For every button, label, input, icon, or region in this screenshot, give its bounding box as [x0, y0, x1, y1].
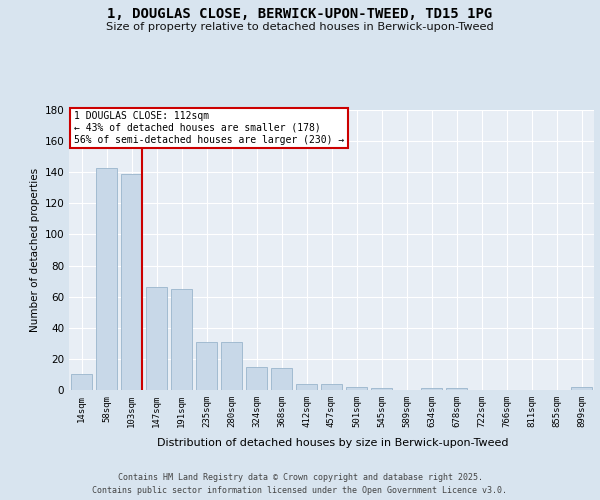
Bar — [446, 388, 467, 390]
Bar — [271, 368, 292, 390]
Text: 1 DOUGLAS CLOSE: 112sqm
← 43% of detached houses are smaller (178)
56% of semi-d: 1 DOUGLAS CLOSE: 112sqm ← 43% of detache… — [74, 112, 344, 144]
Bar — [371, 388, 392, 390]
Text: Size of property relative to detached houses in Berwick-upon-Tweed: Size of property relative to detached ho… — [106, 22, 494, 32]
Y-axis label: Number of detached properties: Number of detached properties — [30, 168, 40, 332]
Bar — [346, 387, 367, 390]
Bar — [246, 366, 267, 390]
Bar — [571, 387, 592, 390]
Bar — [146, 288, 167, 390]
Text: Contains HM Land Registry data © Crown copyright and database right 2025.
Contai: Contains HM Land Registry data © Crown c… — [92, 474, 508, 495]
Bar — [196, 342, 217, 390]
Bar — [96, 168, 117, 390]
Bar — [121, 174, 142, 390]
Bar — [321, 384, 342, 390]
Text: Distribution of detached houses by size in Berwick-upon-Tweed: Distribution of detached houses by size … — [157, 438, 509, 448]
Bar — [296, 384, 317, 390]
Bar — [421, 388, 442, 390]
Bar — [71, 374, 92, 390]
Bar — [221, 342, 242, 390]
Bar — [171, 289, 192, 390]
Text: 1, DOUGLAS CLOSE, BERWICK-UPON-TWEED, TD15 1PG: 1, DOUGLAS CLOSE, BERWICK-UPON-TWEED, TD… — [107, 8, 493, 22]
